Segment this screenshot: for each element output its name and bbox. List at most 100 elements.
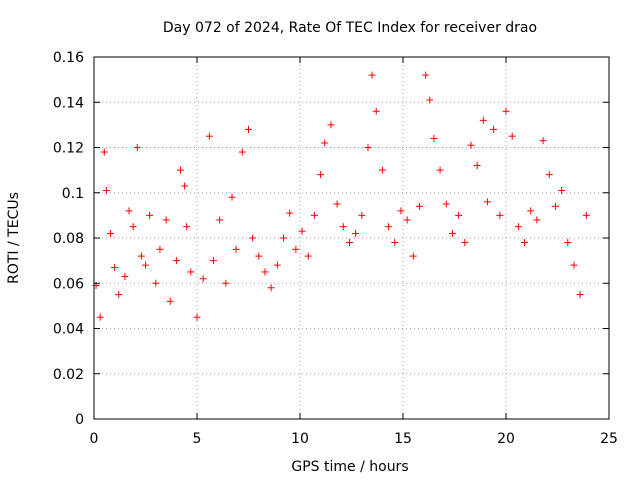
data-point [378,166,386,174]
data-point [187,268,195,276]
data-point [358,211,366,219]
x-tick-label: 10 [291,431,309,447]
data-point [162,216,170,224]
data-point [125,207,133,215]
data-point [137,252,145,260]
data-point [352,229,360,237]
data-point [327,121,335,129]
data-point [267,284,275,292]
y-tick-label: 0.08 [53,231,84,247]
data-point [238,148,246,156]
data-point [142,261,149,269]
x-tick-label: 15 [394,431,412,447]
data-point [415,202,423,210]
data-points [92,71,590,321]
y-tick-label: 0.06 [53,276,84,292]
data-point [121,272,129,280]
data-point [115,291,123,299]
data-point [166,297,174,305]
x-tick-label: 20 [497,431,515,447]
data-point [461,239,469,247]
y-tick-label: 0.14 [53,95,84,111]
y-tick-labels: 0 0.02 0.04 0.06 0.08 0.1 0.12 0.14 0.16 [53,50,84,428]
data-point [172,257,180,265]
data-point [467,141,475,149]
data-point [199,275,207,283]
data-point [216,216,224,224]
data-point [551,202,559,210]
x-tick-label: 0 [90,431,99,447]
data-point [183,223,191,231]
data-point [564,239,572,247]
data-point [409,252,417,260]
data-point [545,171,553,179]
data-point [255,252,263,260]
data-point [106,229,114,237]
data-point [133,144,141,151]
data-point [209,257,217,265]
data-point [403,216,411,224]
y-tick-label: 0.02 [53,367,84,383]
data-point [442,200,450,208]
data-point [193,313,201,321]
data-point [514,223,522,231]
data-point [100,148,108,156]
axis-ticks [93,56,610,420]
data-point [527,207,535,215]
data-point [345,239,353,247]
data-point [539,137,547,145]
data-point [280,234,288,242]
y-axis-label: ROTI / TECUs [6,192,22,284]
data-point [228,193,236,201]
data-point [310,211,318,219]
data-point [181,182,189,190]
data-point [152,279,160,287]
data-point [146,211,154,219]
data-point [286,209,294,217]
data-point [249,234,257,242]
data-point [177,166,185,174]
data-point [455,211,463,219]
data-point [570,261,578,269]
data-point [364,144,372,151]
x-tick-label: 5 [193,431,202,447]
data-point [473,162,481,170]
grid-lines [94,57,609,419]
data-point [422,71,430,79]
data-point [426,96,434,104]
data-point [558,186,566,194]
data-point [304,252,312,260]
data-point [102,186,110,194]
data-point [273,261,281,269]
y-tick-label: 0 [75,412,84,428]
x-tick-labels: 0 5 10 15 20 25 [90,431,618,447]
data-point [496,211,504,219]
data-point [298,227,306,235]
y-tick-label: 0.04 [53,322,84,338]
data-point [483,198,491,206]
plot-frame [93,56,610,420]
data-point [368,71,376,79]
data-point [245,125,252,133]
y-tick-label: 0.12 [53,141,84,157]
data-point [156,245,164,253]
data-point [372,107,380,115]
data-point [576,291,584,299]
data-point [391,239,399,247]
data-point [129,223,137,231]
data-point [448,229,456,237]
y-tick-label: 0.1 [62,186,84,202]
data-point [508,132,516,140]
data-point [436,166,444,174]
data-point [582,211,590,219]
data-point [430,134,438,142]
data-point [333,200,341,208]
data-point [321,139,329,147]
data-point [205,132,213,140]
x-tick-label: 25 [600,431,618,447]
data-point [111,263,119,271]
chart-title: Day 072 of 2024, Rate Of TEC Index for r… [163,20,537,36]
data-point [96,313,104,321]
data-point [533,216,541,224]
